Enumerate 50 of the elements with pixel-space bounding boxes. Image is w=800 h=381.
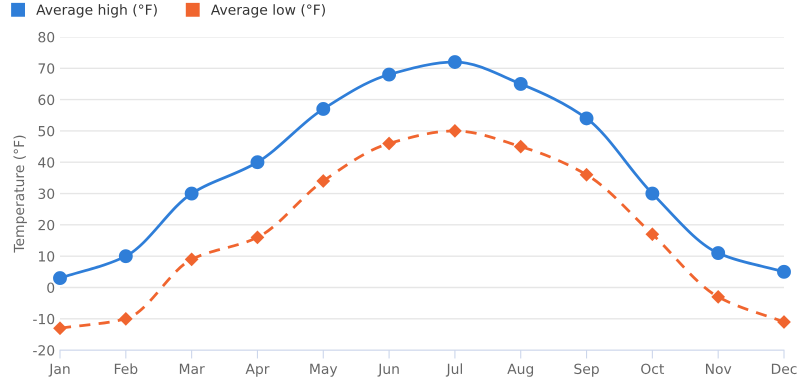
x-tick-label: May xyxy=(310,364,338,377)
y-tick-label: 0 xyxy=(47,282,54,293)
point xyxy=(712,290,725,304)
point xyxy=(53,322,67,335)
point xyxy=(316,102,330,116)
point xyxy=(118,249,133,264)
point xyxy=(777,315,791,329)
point xyxy=(185,252,198,266)
y-axis-title: Temperature (°F) xyxy=(13,136,27,253)
x-tick-label: Aug xyxy=(507,364,534,377)
point xyxy=(448,55,462,69)
y-tick-label: 40 xyxy=(38,157,54,168)
y-tick-label: 30 xyxy=(38,188,54,200)
legend-label: Average high (°F) xyxy=(36,4,157,18)
x-tick-label: Apr xyxy=(246,364,270,377)
x-tick-label: Dec xyxy=(772,364,797,374)
y-tick-label: 70 xyxy=(38,63,54,74)
y-tick-label: -10 xyxy=(33,314,54,324)
x-tick-label: Feb xyxy=(114,363,138,374)
point xyxy=(184,186,199,200)
point xyxy=(250,155,264,170)
x-tick-label: Jun xyxy=(378,364,399,377)
y-tick-label: 50 xyxy=(38,126,54,136)
y-tick-label: 80 xyxy=(38,32,54,42)
point xyxy=(53,271,67,286)
point xyxy=(580,168,594,182)
point xyxy=(250,230,264,244)
x-tick-label: Mar xyxy=(180,364,205,374)
y-tick-label: 10 xyxy=(38,251,54,262)
point xyxy=(711,246,726,260)
point xyxy=(316,174,330,188)
x-tick-label: Nov xyxy=(706,364,732,374)
x-tick-label: Sep xyxy=(574,364,599,377)
point xyxy=(382,68,396,82)
legend-label: Average low (°F) xyxy=(210,4,325,18)
point xyxy=(119,312,132,326)
point xyxy=(580,111,594,126)
y-tick-label: -20 xyxy=(33,345,54,356)
x-tick-label: Jan xyxy=(48,364,70,377)
point xyxy=(645,186,660,200)
point xyxy=(448,124,462,138)
point xyxy=(514,76,528,91)
point xyxy=(382,136,396,150)
point xyxy=(777,264,791,279)
y-tick-label: 60 xyxy=(38,94,54,106)
point xyxy=(514,140,528,154)
x-tick-label: Jul xyxy=(446,363,462,377)
point xyxy=(646,228,659,241)
x-tick-label: Oct xyxy=(641,364,664,374)
y-tick-label: 20 xyxy=(38,220,54,230)
